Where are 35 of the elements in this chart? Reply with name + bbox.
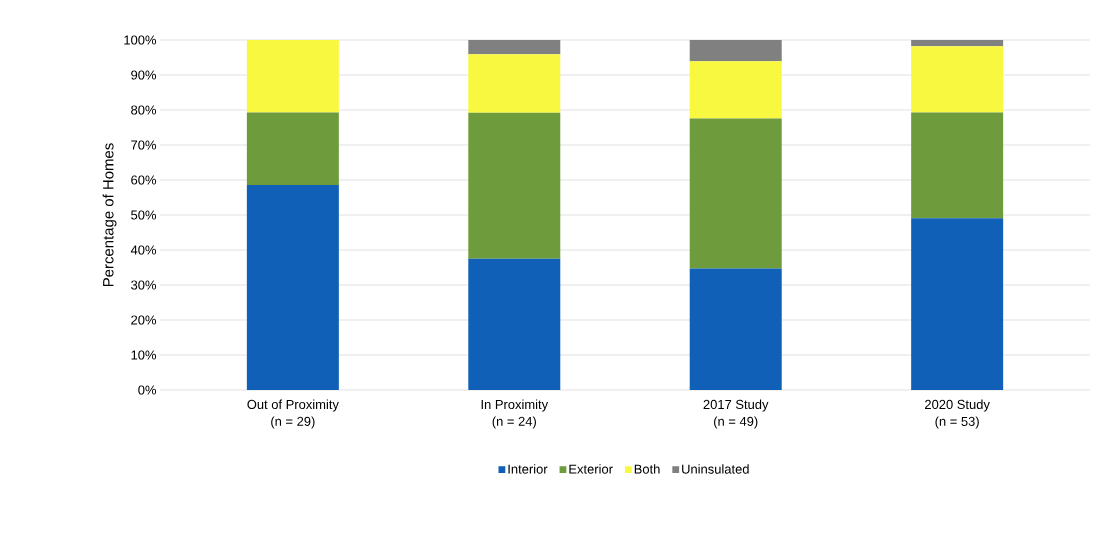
y-tick-label: 50%	[131, 210, 157, 220]
y-tick-label: 60%	[131, 175, 157, 185]
legend-label: Interior	[508, 464, 548, 474]
x-tick-label: In Proximity (n = 24)	[481, 399, 549, 429]
bar	[911, 40, 1004, 47]
y-tick-label: 0%	[138, 385, 157, 395]
y-tick-label: 20%	[131, 315, 157, 325]
bar	[689, 268, 782, 390]
bar	[911, 112, 1004, 219]
bar	[468, 40, 561, 55]
y-tick-label: 40%	[130, 245, 157, 255]
y-tick-label: 80%	[131, 105, 157, 115]
bar	[468, 258, 561, 390]
y-tick-label: 70%	[131, 140, 157, 150]
y-tick-label: 10%	[131, 350, 157, 360]
bar	[911, 218, 1004, 390]
x-tick-label: 2020 Study (n = 53)	[925, 399, 990, 429]
legend-label: Both	[634, 464, 660, 474]
y-axis-title: Percentage of Homes	[102, 143, 117, 287]
bar	[689, 40, 782, 62]
bar	[911, 46, 1004, 113]
bar	[246, 40, 339, 113]
legend-label: Exterior	[569, 464, 613, 474]
bar	[246, 184, 339, 390]
bar	[689, 61, 782, 119]
y-tick-label: 90%	[131, 70, 157, 80]
bar	[246, 112, 339, 185]
y-tick-label: 30%	[131, 280, 157, 290]
bar	[468, 112, 561, 259]
x-tick-label: 2017 Study (n = 49)	[703, 399, 769, 429]
legend-label: Uninsulated	[682, 464, 749, 474]
y-tick-label: 100%	[124, 35, 157, 45]
x-tick-label: Out of Proximity (n = 29)	[247, 399, 339, 429]
bar	[468, 54, 561, 113]
bar	[689, 118, 782, 269]
